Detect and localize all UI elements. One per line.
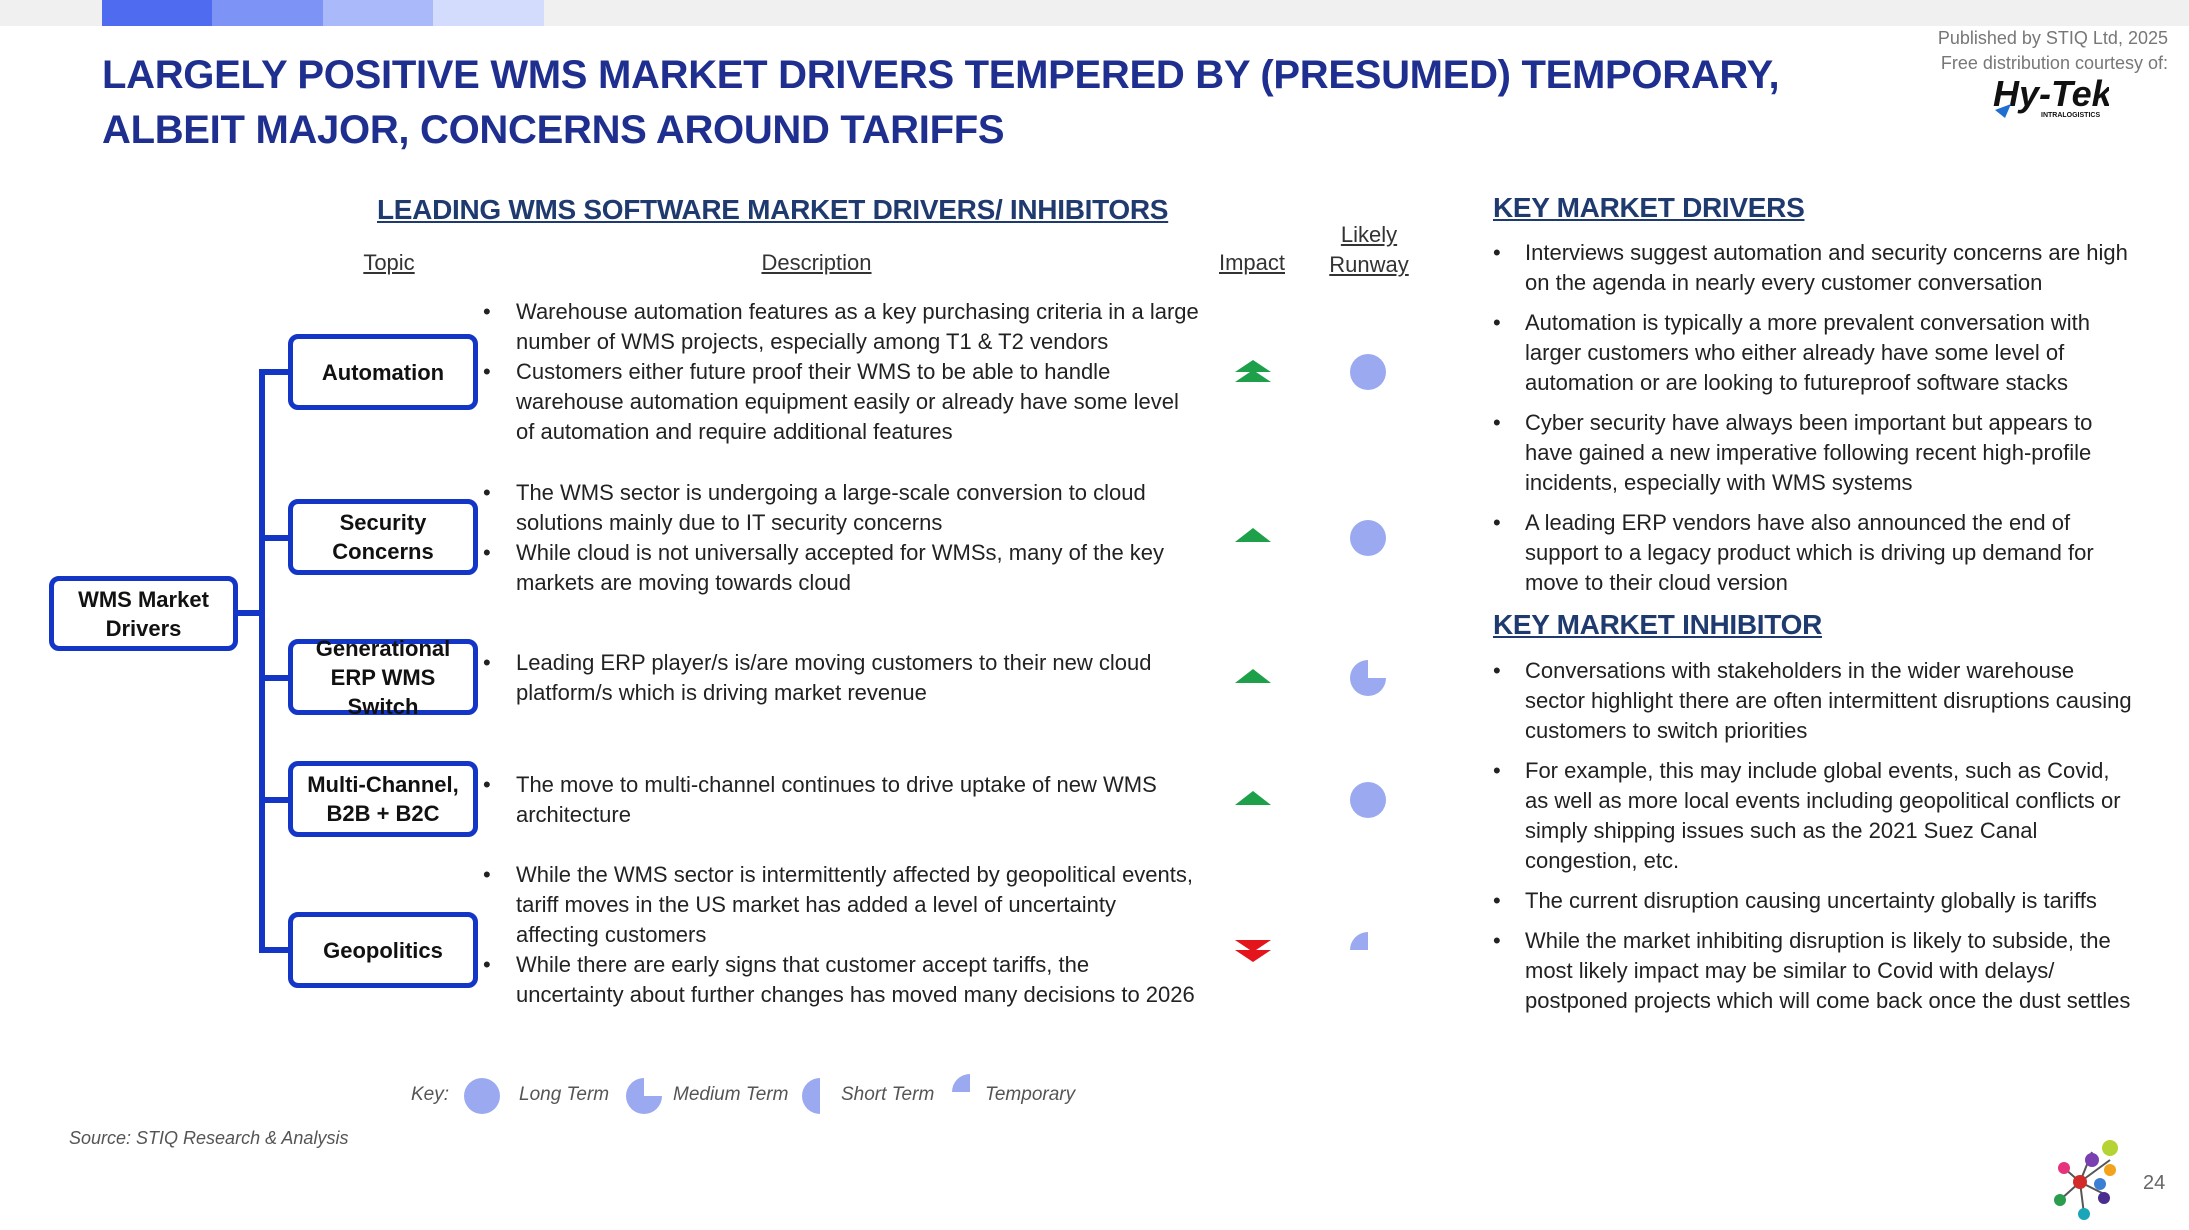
runway-medium-term-icon <box>1350 660 1386 696</box>
key-short-term-icon <box>802 1078 820 1114</box>
top-bar-segment-4 <box>433 0 544 26</box>
list-item: Interviews suggest automation and securi… <box>1493 238 2133 298</box>
impact-up-icon <box>1235 791 1271 805</box>
hytek-logo-text: Hy-Tek <box>1993 73 2109 114</box>
stiq-logo <box>2054 1140 2118 1220</box>
description-bullet: While the WMS sector is intermittently a… <box>480 860 1200 950</box>
description-multichannel: The move to multi-channel continues to d… <box>480 770 1200 830</box>
list-item: The current disruption causing uncertain… <box>1493 886 2133 916</box>
description-bullet: The move to multi-channel continues to d… <box>480 770 1200 830</box>
hytek-logo: Hy-Tek INTRALOGISTICS <box>1993 73 2109 119</box>
key-temporary-icon <box>952 1074 970 1092</box>
description-bullet: Leading ERP player/s is/are moving custo… <box>480 648 1200 708</box>
col-runway: Likely Runway <box>1318 220 1420 280</box>
runway-temporary-icon <box>1350 932 1368 950</box>
impact-up-icon <box>1235 528 1271 542</box>
list-item: Conversations with stakeholders in the w… <box>1493 656 2133 746</box>
list-item: For example, this may include global eve… <box>1493 756 2133 876</box>
topic-box-multi-channel: Multi-Channel, B2B + B2C <box>288 761 478 837</box>
page-number: 24 <box>2143 1172 2166 1194</box>
impact-double-down-icon <box>1235 940 1271 962</box>
runway-long-term-icon <box>1350 782 1386 818</box>
key-medium-term-label: Medium Term <box>673 1084 789 1105</box>
hytek-logo-subtext: INTRALOGISTICS <box>2041 112 2100 119</box>
topic-box-geopolitics: Geopolitics <box>288 912 478 988</box>
page-title: Largely positive WMS market drivers temp… <box>102 53 1780 152</box>
drivers-list: Interviews suggest automation and securi… <box>1493 238 2133 608</box>
description-bullet: Warehouse automation features as a key p… <box>480 297 1200 357</box>
key-long-term-label: Long Term <box>519 1084 610 1105</box>
impact-up-icon <box>1235 669 1271 683</box>
description-bullet: Customers either future proof their WMS … <box>480 357 1200 447</box>
top-bar-segment-2 <box>212 0 323 26</box>
publisher-note: Published by STIQ Ltd, 2025 Free distrib… <box>1938 26 2168 76</box>
col-description: Description <box>761 250 872 275</box>
list-item: While the market inhibiting disruption i… <box>1493 926 2133 1016</box>
list-item: Cyber security have always been importan… <box>1493 408 2133 498</box>
topic-box-security-concerns: Security Concerns <box>288 499 478 575</box>
col-runway-label: Likely Runway <box>1329 222 1409 277</box>
description-bullet: The WMS sector is undergoing a large-sca… <box>480 478 1200 538</box>
description-geopolitics: While the WMS sector is intermittently a… <box>480 860 1200 1010</box>
key-temporary-label: Temporary <box>985 1084 1076 1105</box>
col-impact: Impact <box>1218 250 1286 275</box>
key-long-term-icon <box>464 1078 500 1114</box>
description-bullet: While there are early signs that custome… <box>480 950 1200 1010</box>
description-automation: Warehouse automation features as a key p… <box>480 297 1200 447</box>
published-by: Published by STIQ Ltd, 2025 <box>1937 28 2168 48</box>
topic-box-automation: Automation <box>288 334 478 410</box>
key-label: Key: <box>411 1084 450 1105</box>
description-bullet: While cloud is not universally accepted … <box>480 538 1200 598</box>
top-bar-segment-1 <box>102 0 212 26</box>
courtesy-of: Free distribution courtesy of: <box>1940 53 2168 73</box>
top-bar-segment-3 <box>323 0 433 26</box>
top-bar <box>0 0 2189 26</box>
impact-double-up-icon <box>1235 360 1271 382</box>
list-item: Automation is typically a more prevalent… <box>1493 308 2133 398</box>
inhibitor-heading: KEY MARKET INHIBITOR <box>1493 609 1822 640</box>
runway-long-term-icon <box>1350 520 1386 556</box>
source-note: Source: STIQ Research & Analysis <box>69 1128 349 1148</box>
table-heading: LEADING WMS SOFTWARE MARKET DRIVERS/ INH… <box>377 194 1169 225</box>
description-generational: Leading ERP player/s is/are moving custo… <box>480 648 1200 708</box>
inhibitor-list: Conversations with stakeholders in the w… <box>1493 656 2133 1026</box>
key-short-term-label: Short Term <box>841 1084 935 1105</box>
list-item: A leading ERP vendors have also announce… <box>1493 508 2133 598</box>
drivers-heading: KEY MARKET DRIVERS <box>1493 192 1805 223</box>
col-topic: Topic <box>363 250 415 275</box>
key-medium-term-icon <box>626 1078 662 1114</box>
topic-box-generational-erp-wms-switch: Generational ERP WMS Switch <box>288 636 478 719</box>
runway-long-term-icon <box>1350 354 1386 390</box>
description-security: The WMS sector is undergoing a large-sca… <box>480 478 1200 598</box>
root-box-wms-market-drivers: WMS Market Drivers <box>49 576 238 651</box>
